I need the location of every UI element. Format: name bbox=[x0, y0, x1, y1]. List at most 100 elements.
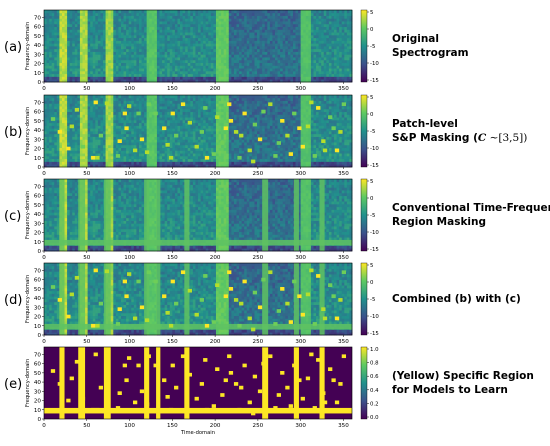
spectrogram-cell bbox=[113, 46, 117, 50]
spectrogram-cell bbox=[146, 70, 150, 75]
spectrogram-cell bbox=[79, 76, 83, 80]
spectrogram-cell bbox=[154, 73, 158, 77]
spectrogram-cell bbox=[180, 68, 183, 72]
spectrogram-cell bbox=[167, 147, 171, 151]
spectrogram-cell bbox=[90, 128, 94, 132]
spectrogram-cell bbox=[144, 21, 148, 25]
spectrogram-cell bbox=[87, 153, 91, 157]
spectrogram-cell bbox=[195, 79, 199, 83]
spectrogram-cell bbox=[164, 59, 168, 64]
spectrogram-cell bbox=[341, 21, 345, 25]
spectrogram-cell bbox=[49, 59, 53, 64]
spectrogram-cell bbox=[167, 68, 171, 72]
spectrogram-cell bbox=[331, 68, 335, 72]
spectrogram-cell bbox=[67, 136, 71, 140]
spectrogram-cell bbox=[133, 62, 137, 66]
spectrogram-cell bbox=[97, 128, 101, 132]
spectrogram-cell bbox=[100, 68, 104, 72]
spectrogram-cell bbox=[131, 164, 135, 168]
spectrogram-cell bbox=[346, 59, 350, 64]
spectrogram-cell bbox=[85, 40, 89, 44]
spectrogram-cell bbox=[218, 139, 222, 143]
spectrogram-cell bbox=[185, 57, 189, 61]
spectrogram-cell bbox=[295, 32, 299, 36]
spectrogram-cell bbox=[174, 147, 178, 151]
spectrogram-cell bbox=[331, 51, 335, 55]
spectrogram-cell bbox=[74, 40, 78, 44]
spectrogram-cell bbox=[61, 100, 65, 104]
spectrogram-cell bbox=[51, 164, 55, 168]
spectrogram-cell bbox=[82, 100, 86, 104]
spectrogram-cell bbox=[205, 142, 209, 146]
spectrogram-cell bbox=[61, 122, 65, 126]
spectrogram-cell bbox=[303, 62, 307, 66]
spectrogram-cell bbox=[97, 139, 101, 143]
spectrogram-cell bbox=[180, 76, 183, 80]
spectrogram-cell bbox=[218, 15, 222, 19]
spectrogram-cell bbox=[282, 21, 286, 25]
spectrogram-cell bbox=[154, 79, 158, 83]
spectrogram-cell bbox=[262, 70, 266, 75]
spectrogram-cell bbox=[272, 48, 276, 52]
spectrogram-cell bbox=[92, 62, 96, 66]
spectrogram-cell bbox=[82, 40, 86, 44]
spectrogram-cell bbox=[123, 114, 127, 118]
spectrogram-cell bbox=[149, 29, 153, 33]
spectrogram-cell bbox=[208, 37, 212, 41]
spectrogram-cell bbox=[67, 76, 71, 80]
spectrogram-cell bbox=[154, 136, 158, 140]
spectrogram-cell bbox=[313, 59, 317, 64]
spectrogram-cell bbox=[108, 32, 112, 36]
spectrogram-cell bbox=[51, 103, 55, 107]
spectrogram-cell bbox=[110, 70, 114, 75]
spectrogram-cell bbox=[128, 142, 132, 146]
spectrogram-cell bbox=[198, 43, 201, 47]
spectrogram-cell bbox=[198, 117, 201, 121]
spectrogram-cell bbox=[205, 131, 209, 135]
spectrogram-cell bbox=[69, 12, 73, 16]
spectrogram-cell bbox=[213, 73, 217, 77]
spectrogram-cell bbox=[257, 37, 260, 41]
spectrogram-cell bbox=[113, 32, 117, 36]
spectrogram-cell bbox=[328, 12, 332, 16]
spectrogram-cell bbox=[151, 76, 155, 80]
spectrogram-cell bbox=[236, 54, 240, 58]
spectrogram-cell bbox=[151, 111, 155, 115]
spectrogram-cell bbox=[72, 10, 76, 14]
spectrogram-cell bbox=[115, 43, 119, 47]
spectrogram-cell bbox=[203, 119, 207, 124]
spectrogram-cell bbox=[159, 21, 163, 25]
spectrogram-cell bbox=[267, 21, 271, 25]
spectrogram-cell bbox=[336, 54, 340, 58]
spectrogram-cell bbox=[303, 68, 307, 72]
spectrogram-cell bbox=[187, 139, 191, 143]
spectrogram-cell bbox=[200, 12, 204, 16]
spectrogram-cell bbox=[67, 18, 71, 22]
spectrogram-cell bbox=[69, 79, 73, 83]
spectrogram-cell bbox=[100, 164, 104, 168]
spectrogram-cell bbox=[79, 12, 83, 16]
spectrogram-cell bbox=[92, 117, 96, 121]
spectrogram-cell bbox=[144, 128, 148, 132]
spectrogram-cell bbox=[118, 164, 122, 168]
spectrogram-cell bbox=[213, 119, 217, 124]
spectrogram-cell bbox=[290, 46, 294, 50]
spectrogram-cell bbox=[44, 34, 47, 39]
spectrogram-cell bbox=[85, 15, 89, 19]
spectrogram-cell bbox=[198, 34, 201, 39]
spectrogram-cell bbox=[218, 150, 222, 154]
spectrogram-cell bbox=[77, 142, 81, 146]
spectrogram-cell bbox=[136, 21, 140, 25]
spectrogram-cell bbox=[100, 106, 104, 110]
spectrogram-cell bbox=[195, 59, 199, 64]
spectrogram-cell bbox=[144, 70, 148, 75]
spectrogram-cell bbox=[249, 26, 253, 30]
spectrogram-cell bbox=[328, 34, 332, 39]
spectrogram-cell bbox=[74, 43, 78, 47]
spectrogram-cell bbox=[141, 117, 145, 121]
spectrogram-cell bbox=[277, 29, 281, 33]
spectrogram-cell bbox=[177, 144, 181, 149]
spectrogram-cell bbox=[100, 131, 104, 135]
spectrogram-cell bbox=[156, 150, 160, 154]
spectrogram-cell bbox=[267, 51, 271, 55]
